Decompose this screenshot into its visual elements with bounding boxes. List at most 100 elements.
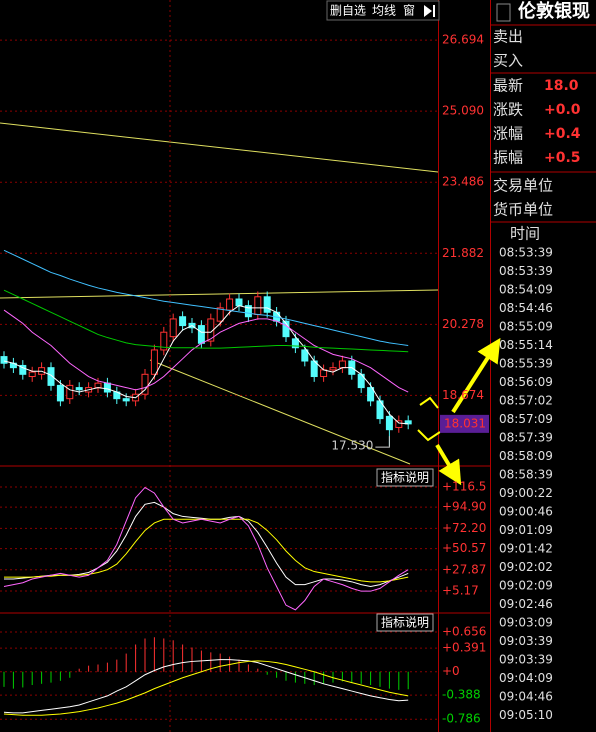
- candle-body: [19, 364, 27, 375]
- quote-panel: 伦敦银现: [491, 0, 596, 223]
- icon: [496, 3, 511, 22]
- trade-time: 08:58:39: [499, 468, 553, 482]
- candle-body: [235, 298, 243, 307]
- quote-label: 卖出: [493, 28, 523, 46]
- trade-time: 09:03:39: [499, 634, 553, 648]
- indicator-line: [3, 289, 409, 353]
- quote-value: +0.5: [544, 150, 581, 166]
- candle-body: [66, 384, 74, 400]
- y-tick-label: +27.87: [442, 562, 486, 576]
- indicator-line: [3, 249, 409, 347]
- trend-line: [0, 122, 439, 173]
- low-label: 17.530: [331, 439, 373, 453]
- quote-label: 交易单位: [493, 177, 553, 195]
- quote-label: 最新: [493, 77, 523, 95]
- toolbar-button[interactable]: 均线: [372, 4, 396, 18]
- trade-time: 08:55:09: [499, 320, 553, 334]
- y-tick-label: +94.90: [442, 500, 486, 514]
- trade-time: 09:02:02: [499, 560, 553, 574]
- candle-body: [291, 338, 299, 349]
- candle-body: [122, 398, 130, 402]
- candle-body: [395, 420, 403, 428]
- y-tick-label: 20.278: [442, 317, 484, 331]
- candle-body: [94, 382, 102, 389]
- candle-body: [263, 296, 271, 313]
- y-tick-label: +72.20: [442, 521, 486, 535]
- trade-time: 08:57:09: [499, 412, 553, 426]
- quote-value: +0.4: [544, 126, 581, 142]
- candle-body: [169, 318, 177, 338]
- indicator-line: [3, 660, 409, 716]
- arrow: [451, 337, 501, 414]
- trade-time: 09:03:09: [499, 616, 553, 630]
- trade-time: 09:05:10: [499, 708, 553, 722]
- trade-time: 08:55:39: [499, 357, 553, 371]
- arrow: [417, 429, 441, 442]
- y-tick-label: 23.486: [442, 175, 484, 189]
- trend-line: [149, 359, 411, 465]
- candle-body: [282, 320, 290, 338]
- candle-body: [160, 331, 168, 351]
- indicator-line: [3, 659, 409, 714]
- indicator-button[interactable]: [376, 468, 434, 487]
- candle-body: [301, 349, 309, 362]
- last-price-label: 18.031: [444, 416, 486, 430]
- trade-time: 09:04:09: [499, 671, 553, 685]
- y-tick-label: 26.694: [442, 33, 484, 47]
- quote-label: 振幅: [493, 149, 523, 167]
- candle-body: [244, 305, 252, 318]
- quote-value: 18.0: [544, 78, 579, 94]
- indicator-button[interactable]: [376, 613, 434, 632]
- candle-body: [197, 325, 205, 344]
- arrow: [435, 443, 462, 486]
- trade-time: 08:57:02: [499, 394, 553, 408]
- candle-body: [0, 356, 8, 364]
- toolbar: 删自选 均线 窗: [326, 0, 440, 21]
- annotation-arrows: [417, 337, 501, 486]
- trade-time: 09:02:09: [499, 579, 553, 593]
- last-price-box: [440, 414, 489, 433]
- indicator-button-label[interactable]: 指标说明: [381, 470, 429, 485]
- candle-body: [226, 298, 234, 311]
- trade-time: 08:53:39: [499, 264, 553, 278]
- y-tick-label: 25.090: [442, 104, 484, 118]
- trade-time: 09:00:22: [499, 486, 553, 500]
- y-tick-label: 18.674: [442, 388, 484, 402]
- candle-body: [216, 307, 224, 322]
- candle-body: [385, 415, 393, 431]
- instrument-title: 伦敦银现: [518, 0, 590, 22]
- trade-time: 09:00:46: [499, 505, 553, 519]
- trade-time: 09:03:39: [499, 653, 553, 667]
- indicator-button-label[interactable]: 指标说明: [381, 615, 429, 630]
- y-tick-label: +50.57: [442, 541, 486, 555]
- quote-label: 买入: [493, 52, 523, 70]
- toolbar-box: [326, 0, 440, 21]
- y-tick-label: 21.882: [442, 246, 484, 260]
- trade-time: 08:57:39: [499, 431, 553, 445]
- trade-time: 09:01:09: [499, 523, 553, 537]
- trade-time: 08:58:09: [499, 449, 553, 463]
- candle-body: [150, 349, 158, 375]
- candle-body: [141, 373, 149, 395]
- trade-time: 09:01:42: [499, 542, 553, 556]
- trade-time: 08:55:14: [499, 338, 553, 352]
- candle-body: [28, 371, 36, 378]
- toolbar-button[interactable]: 窗: [403, 4, 415, 18]
- toolbar-arrow[interactable]: [424, 5, 435, 17]
- trade-time: 09:02:46: [499, 597, 553, 611]
- time-header: 时间: [510, 225, 540, 243]
- y-tick-label: +0.656: [442, 625, 486, 639]
- y-tick-label: +5.17: [442, 584, 479, 598]
- indicator-line: [3, 486, 409, 611]
- trade-time: 08:54:46: [499, 301, 553, 315]
- candle-body: [329, 367, 337, 371]
- trade-time: 08:56:09: [499, 375, 553, 389]
- indicator-line: [3, 305, 409, 425]
- trade-time: 09:04:46: [499, 690, 553, 704]
- toolbar-button[interactable]: 删自选: [330, 4, 366, 18]
- y-tick-label: +116.5: [442, 480, 486, 494]
- candle-body: [56, 384, 64, 402]
- quote-label: 涨跌: [493, 101, 523, 119]
